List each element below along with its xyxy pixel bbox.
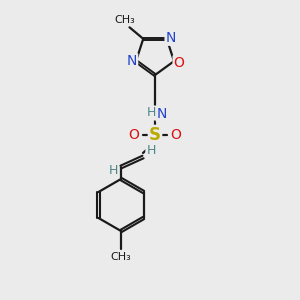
Text: H: H xyxy=(146,145,156,158)
Text: O: O xyxy=(174,56,184,70)
Text: N: N xyxy=(157,107,167,121)
Text: O: O xyxy=(129,128,140,142)
Text: O: O xyxy=(171,128,182,142)
Text: H: H xyxy=(146,106,156,119)
Text: N: N xyxy=(166,31,176,45)
Text: N: N xyxy=(127,54,137,68)
Text: CH₃: CH₃ xyxy=(114,15,135,25)
Text: S: S xyxy=(149,126,161,144)
Text: CH₃: CH₃ xyxy=(111,252,131,262)
Text: H: H xyxy=(108,164,118,178)
